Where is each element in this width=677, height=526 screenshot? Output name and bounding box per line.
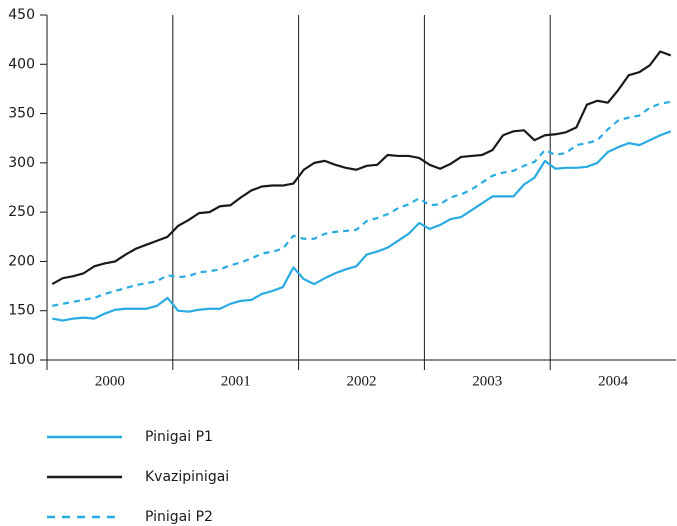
y-tick-label: 200 bbox=[8, 253, 35, 269]
x-tick-label: 2001 bbox=[221, 373, 251, 389]
x-tick-label: 2004 bbox=[598, 373, 629, 389]
legend-label: Kvazipinigai bbox=[145, 469, 229, 485]
y-tick-label: 350 bbox=[8, 106, 35, 122]
y-tick-label: 250 bbox=[8, 204, 35, 220]
x-tick-label: 2003 bbox=[472, 373, 502, 389]
legend-label: Pinigai P1 bbox=[145, 429, 213, 445]
legend-label: Pinigai P2 bbox=[145, 509, 213, 525]
y-tick-label: 450 bbox=[8, 7, 35, 23]
y-tick-label: 300 bbox=[8, 155, 35, 171]
y-tick-label: 400 bbox=[8, 56, 35, 72]
y-tick-label: 100 bbox=[8, 352, 35, 368]
series-line bbox=[52, 130, 672, 322]
x-tick-label: 2000 bbox=[95, 373, 125, 389]
y-tick-label: 150 bbox=[8, 303, 35, 319]
series-line bbox=[52, 100, 671, 307]
series-line bbox=[51, 50, 672, 286]
x-tick-label: 2002 bbox=[347, 373, 377, 389]
